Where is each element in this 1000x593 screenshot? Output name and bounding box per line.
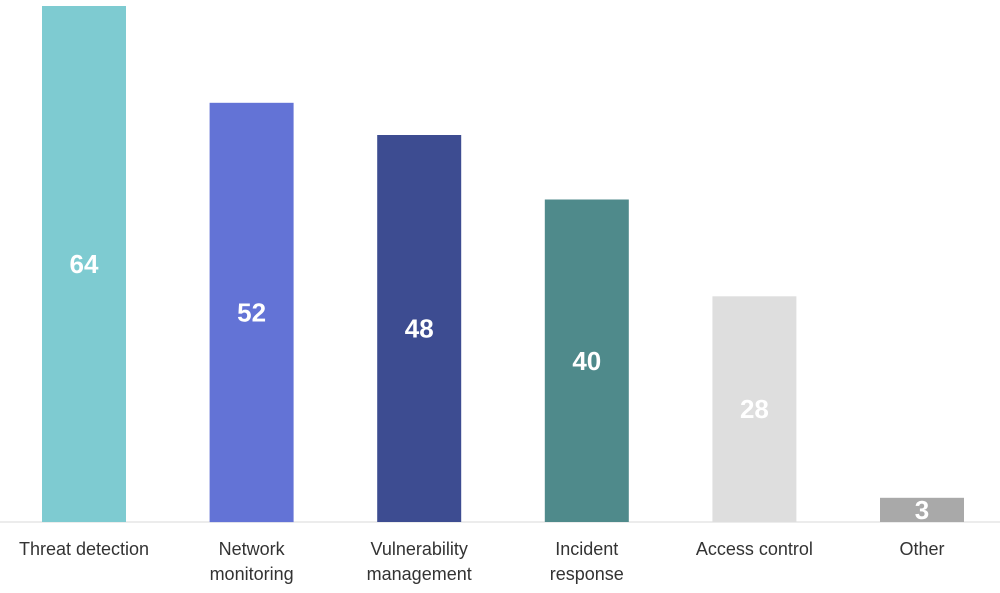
bar-1 <box>209 102 294 523</box>
x-tick-label-4-line-0: Access control <box>696 539 813 559</box>
value-label-5: 3 <box>915 495 929 525</box>
x-tick-label-2-line-0: Vulnerability <box>371 539 468 559</box>
value-label-2: 48 <box>405 314 434 344</box>
x-tick-label-1-line-1: monitoring <box>210 564 294 584</box>
x-tick-label-1-line-0: Network <box>219 539 286 559</box>
bar-2 <box>377 135 462 522</box>
bars-group <box>42 6 964 523</box>
x-tick-labels-group: Threat detection Network monitoring Vulnera… <box>19 539 945 584</box>
value-label-1: 52 <box>237 297 266 327</box>
x-tick-label-5-line-0: Other <box>899 539 944 559</box>
value-label-4: 28 <box>740 394 769 424</box>
x-tick-label-0-line-0: Threat detection <box>19 539 149 559</box>
x-tick-label-2-line-1: management <box>367 564 472 584</box>
x-tick-label-3-line-1: response <box>550 564 624 584</box>
bar-3 <box>544 199 629 522</box>
value-label-0: 64 <box>70 249 99 279</box>
value-label-3: 40 <box>572 346 601 376</box>
x-tick-label-3-line-0: Incident <box>555 539 618 559</box>
bar-4 <box>712 296 797 523</box>
bar-0 <box>42 6 126 522</box>
value-labels-group: 64 52 48 40 28 3 <box>70 249 930 525</box>
bar-5 <box>880 497 964 522</box>
